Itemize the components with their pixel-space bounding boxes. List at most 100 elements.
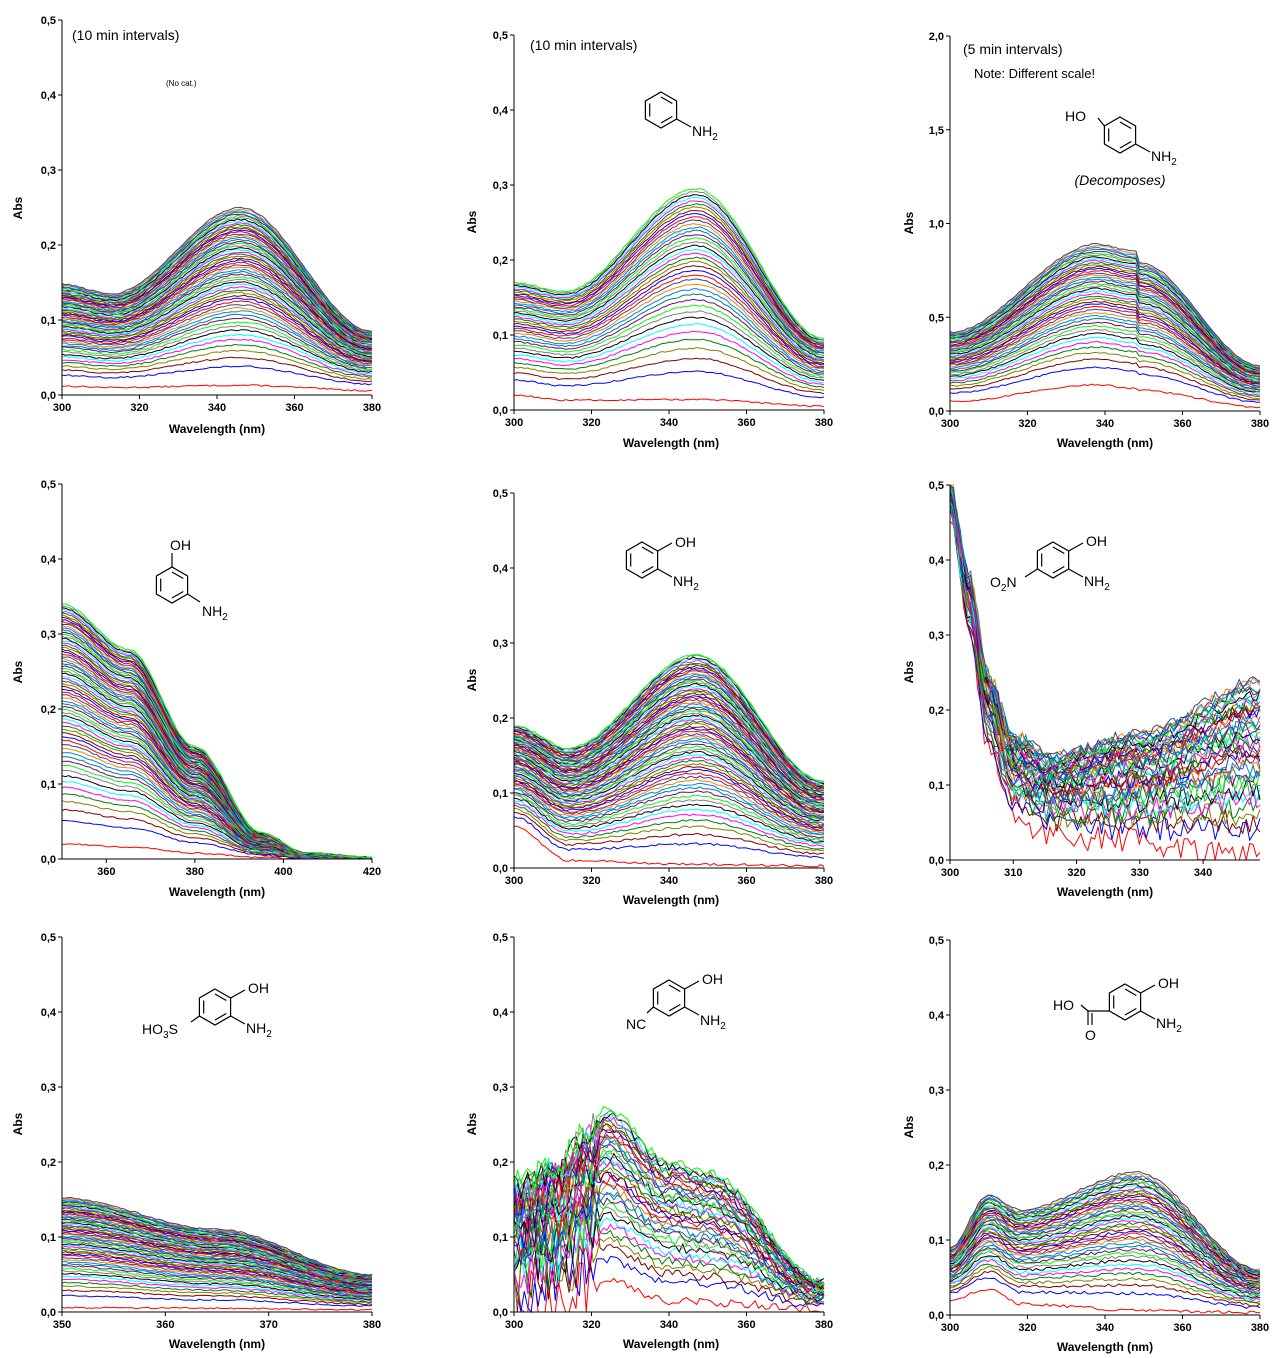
spectrum-trace — [949, 500, 1261, 801]
spectrum-trace — [949, 332, 1261, 393]
x-tick-label: 360 — [1173, 1322, 1191, 1334]
spectrum-trace — [513, 338, 825, 389]
spectrum-trace — [61, 1196, 373, 1276]
spectrum-trace — [949, 280, 1261, 378]
y-tick-label: 0,4 — [929, 1010, 945, 1022]
spectrum-trace — [513, 792, 825, 840]
spectrum-trace — [62, 603, 373, 859]
spectrum-trace — [61, 271, 373, 354]
amino-group-label: NH — [1151, 148, 1171, 164]
spectrum-trace — [949, 272, 1261, 376]
spectrum-trace — [949, 346, 1261, 397]
y-tick-label: 0,3 — [493, 638, 508, 650]
amino-subscript: 2 — [720, 1021, 726, 1032]
hydroxy-group-label: OH — [1086, 533, 1107, 549]
x-tick-label: 370 — [259, 1319, 277, 1331]
spectrum-trace — [513, 754, 825, 824]
benzonitrile-structure: OH NH2 NC — [626, 971, 726, 1032]
spectrum-trace — [949, 1230, 1261, 1291]
spectrum-trace — [62, 253, 373, 348]
spectrum-trace — [513, 701, 825, 802]
spectrum-trace — [513, 743, 825, 819]
spectrum-trace — [513, 654, 825, 782]
x-tick-label: 360 — [737, 875, 755, 887]
x-tick-label: 300 — [53, 402, 71, 414]
spectrum-trace — [513, 802, 825, 847]
y-tick-label: 0,4 — [493, 563, 509, 575]
spectrum-trace — [61, 356, 373, 383]
spectrum-trace — [513, 265, 825, 365]
spectrum-trace — [949, 1171, 1261, 1272]
hydroxy-group-label: OH — [702, 971, 723, 987]
spectrum-trace — [513, 1211, 825, 1305]
x-tick-label: 320 — [1018, 418, 1036, 430]
spectrum-trace — [513, 346, 825, 391]
spectrum-trace — [61, 1197, 373, 1276]
x-tick-label: 340 — [208, 402, 226, 414]
nitro-n-label: N — [1006, 574, 1016, 590]
x-axis-label: Wavelength (nm) — [623, 1337, 719, 1351]
y-tick-label: 0,5 — [493, 932, 508, 944]
spectrum-trace — [513, 298, 825, 375]
amino-group-label: NH — [673, 573, 693, 589]
hydroxy-group-label: HO — [1065, 108, 1086, 124]
hydroxy-group-label: OH — [675, 534, 696, 550]
y-tick-label: 0,0 — [493, 405, 508, 417]
trace-group — [513, 1105, 825, 1314]
y-tick-label: 0,1 — [41, 1232, 56, 1244]
y-tick-label: 0,2 — [41, 240, 56, 252]
spectrum-trace — [949, 303, 1261, 385]
spectrum-trace — [950, 317, 1261, 389]
x-tick-label: 330 — [1131, 867, 1149, 879]
spectrum-trace — [949, 366, 1261, 403]
spectrum-trace — [949, 500, 1261, 821]
axes-frame: 350 360 370 380 0,0 0,1 0,2 0,3 0,4 0,5 — [41, 932, 381, 1331]
spectrum-trace — [513, 1121, 825, 1289]
spectrum-trace — [513, 775, 825, 832]
spectrum-trace — [513, 188, 825, 339]
spectrum-trace — [513, 293, 825, 373]
y-tick-label: 0,1 — [41, 779, 56, 791]
spectrum-trace — [61, 294, 373, 362]
spectrum-trace — [950, 484, 1261, 759]
spectrum-trace — [513, 252, 825, 361]
x-tick-label: 420 — [363, 866, 381, 878]
y-tick-label: 0,2 — [493, 1157, 508, 1169]
spectrum-trace — [513, 310, 825, 379]
spectrum-trace — [949, 484, 1261, 759]
amino-subscript: 2 — [222, 612, 228, 623]
x-axis-label: Wavelength (nm) — [1057, 1340, 1153, 1354]
scale-warning-note: Note: Different scale! — [974, 66, 1095, 81]
spectrum-trace — [61, 633, 373, 859]
spectrum-trace — [513, 1221, 825, 1312]
spectrum-trace — [513, 722, 825, 811]
spectrum-trace — [949, 305, 1261, 385]
spectra-panel-no-catalyst: 300 320 340 360 380 0,0 0,1 0,2 0,3 0,4 0,5 (10 mi… — [11, 15, 381, 436]
spectrum-trace — [513, 807, 825, 852]
spectrum-trace — [949, 285, 1261, 380]
x-tick-label: 380 — [363, 402, 381, 414]
spectrum-trace — [513, 759, 825, 826]
spectrum-trace — [513, 194, 825, 341]
spectrum-trace — [949, 265, 1261, 373]
interval-note: (10 min intervals) — [530, 37, 637, 53]
spectrum-trace — [61, 278, 373, 356]
spectrum-trace — [514, 229, 825, 353]
spectrum-trace — [513, 778, 825, 834]
y-tick-label: 0,3 — [493, 180, 508, 192]
svg-text:NH2: NH2 — [246, 1020, 272, 1040]
spectra-panel-4-aminophenol: 300 320 340 360 380 0,0 0,5 1,0 1,5 2,0 (5 min in… — [902, 31, 1269, 450]
spectrum-trace — [514, 304, 825, 378]
spectrum-trace — [949, 1258, 1261, 1302]
spectrum-trace — [513, 330, 825, 386]
spectrum-trace — [61, 276, 373, 355]
spectrum-trace — [61, 214, 373, 335]
spectrum-trace — [513, 730, 825, 813]
spectrum-trace — [513, 800, 825, 846]
spectrum-trace — [949, 242, 1261, 367]
trace-group — [949, 484, 1261, 861]
spectrum-trace — [62, 233, 373, 341]
spectrum-trace — [949, 1238, 1261, 1293]
y-tick-label: 0,0 — [41, 390, 56, 402]
x-tick-label: 360 — [97, 866, 115, 878]
